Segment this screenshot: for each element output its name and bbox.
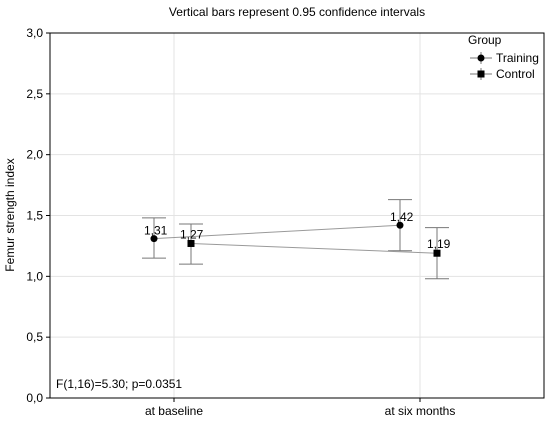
x-tick-label: at six months xyxy=(385,404,456,418)
data-label: 1,19 xyxy=(427,237,451,251)
series-line-training xyxy=(153,224,401,240)
data-point-control xyxy=(187,239,195,247)
data-point-training xyxy=(150,235,158,243)
y-tick-label: 0,5 xyxy=(26,330,43,344)
grid-lines xyxy=(50,33,544,398)
stats-annotation: F(1,16)=5.30; p=0.0351 xyxy=(56,377,182,391)
y-tick-label: 1,0 xyxy=(26,269,43,283)
x-axis: at baseline at six months xyxy=(145,398,455,418)
y-tick-label: 3,0 xyxy=(26,26,43,40)
y-axis: 0,0 0,5 1,0 1,5 2,0 2,5 3,0 xyxy=(26,26,50,405)
y-axis-label: Femur strength index xyxy=(3,158,17,271)
legend-label: Training xyxy=(496,51,539,65)
legend-label: Control xyxy=(496,67,535,81)
data-point-control xyxy=(433,249,441,257)
y-tick-label: 0,0 xyxy=(26,391,43,405)
legend-marker-training xyxy=(477,54,485,62)
y-tick-label: 2,0 xyxy=(26,148,43,162)
y-tick-label: 1,5 xyxy=(26,209,43,223)
data-label: 1,42 xyxy=(390,210,414,224)
legend: Group Training Control xyxy=(468,33,539,81)
chart-title: Vertical bars represent 0.95 confidence … xyxy=(169,5,425,19)
series-line-control xyxy=(190,242,438,254)
data-point-training xyxy=(396,221,404,229)
legend-marker-control xyxy=(477,70,485,78)
series-layer: 1,31 1,42 1,27 1,19 xyxy=(142,199,451,280)
x-tick-label: at baseline xyxy=(145,404,203,418)
y-tick-label: 2,5 xyxy=(26,87,43,101)
legend-title: Group xyxy=(468,33,502,47)
data-label: 1,31 xyxy=(144,224,168,238)
data-label: 1,27 xyxy=(180,227,204,241)
